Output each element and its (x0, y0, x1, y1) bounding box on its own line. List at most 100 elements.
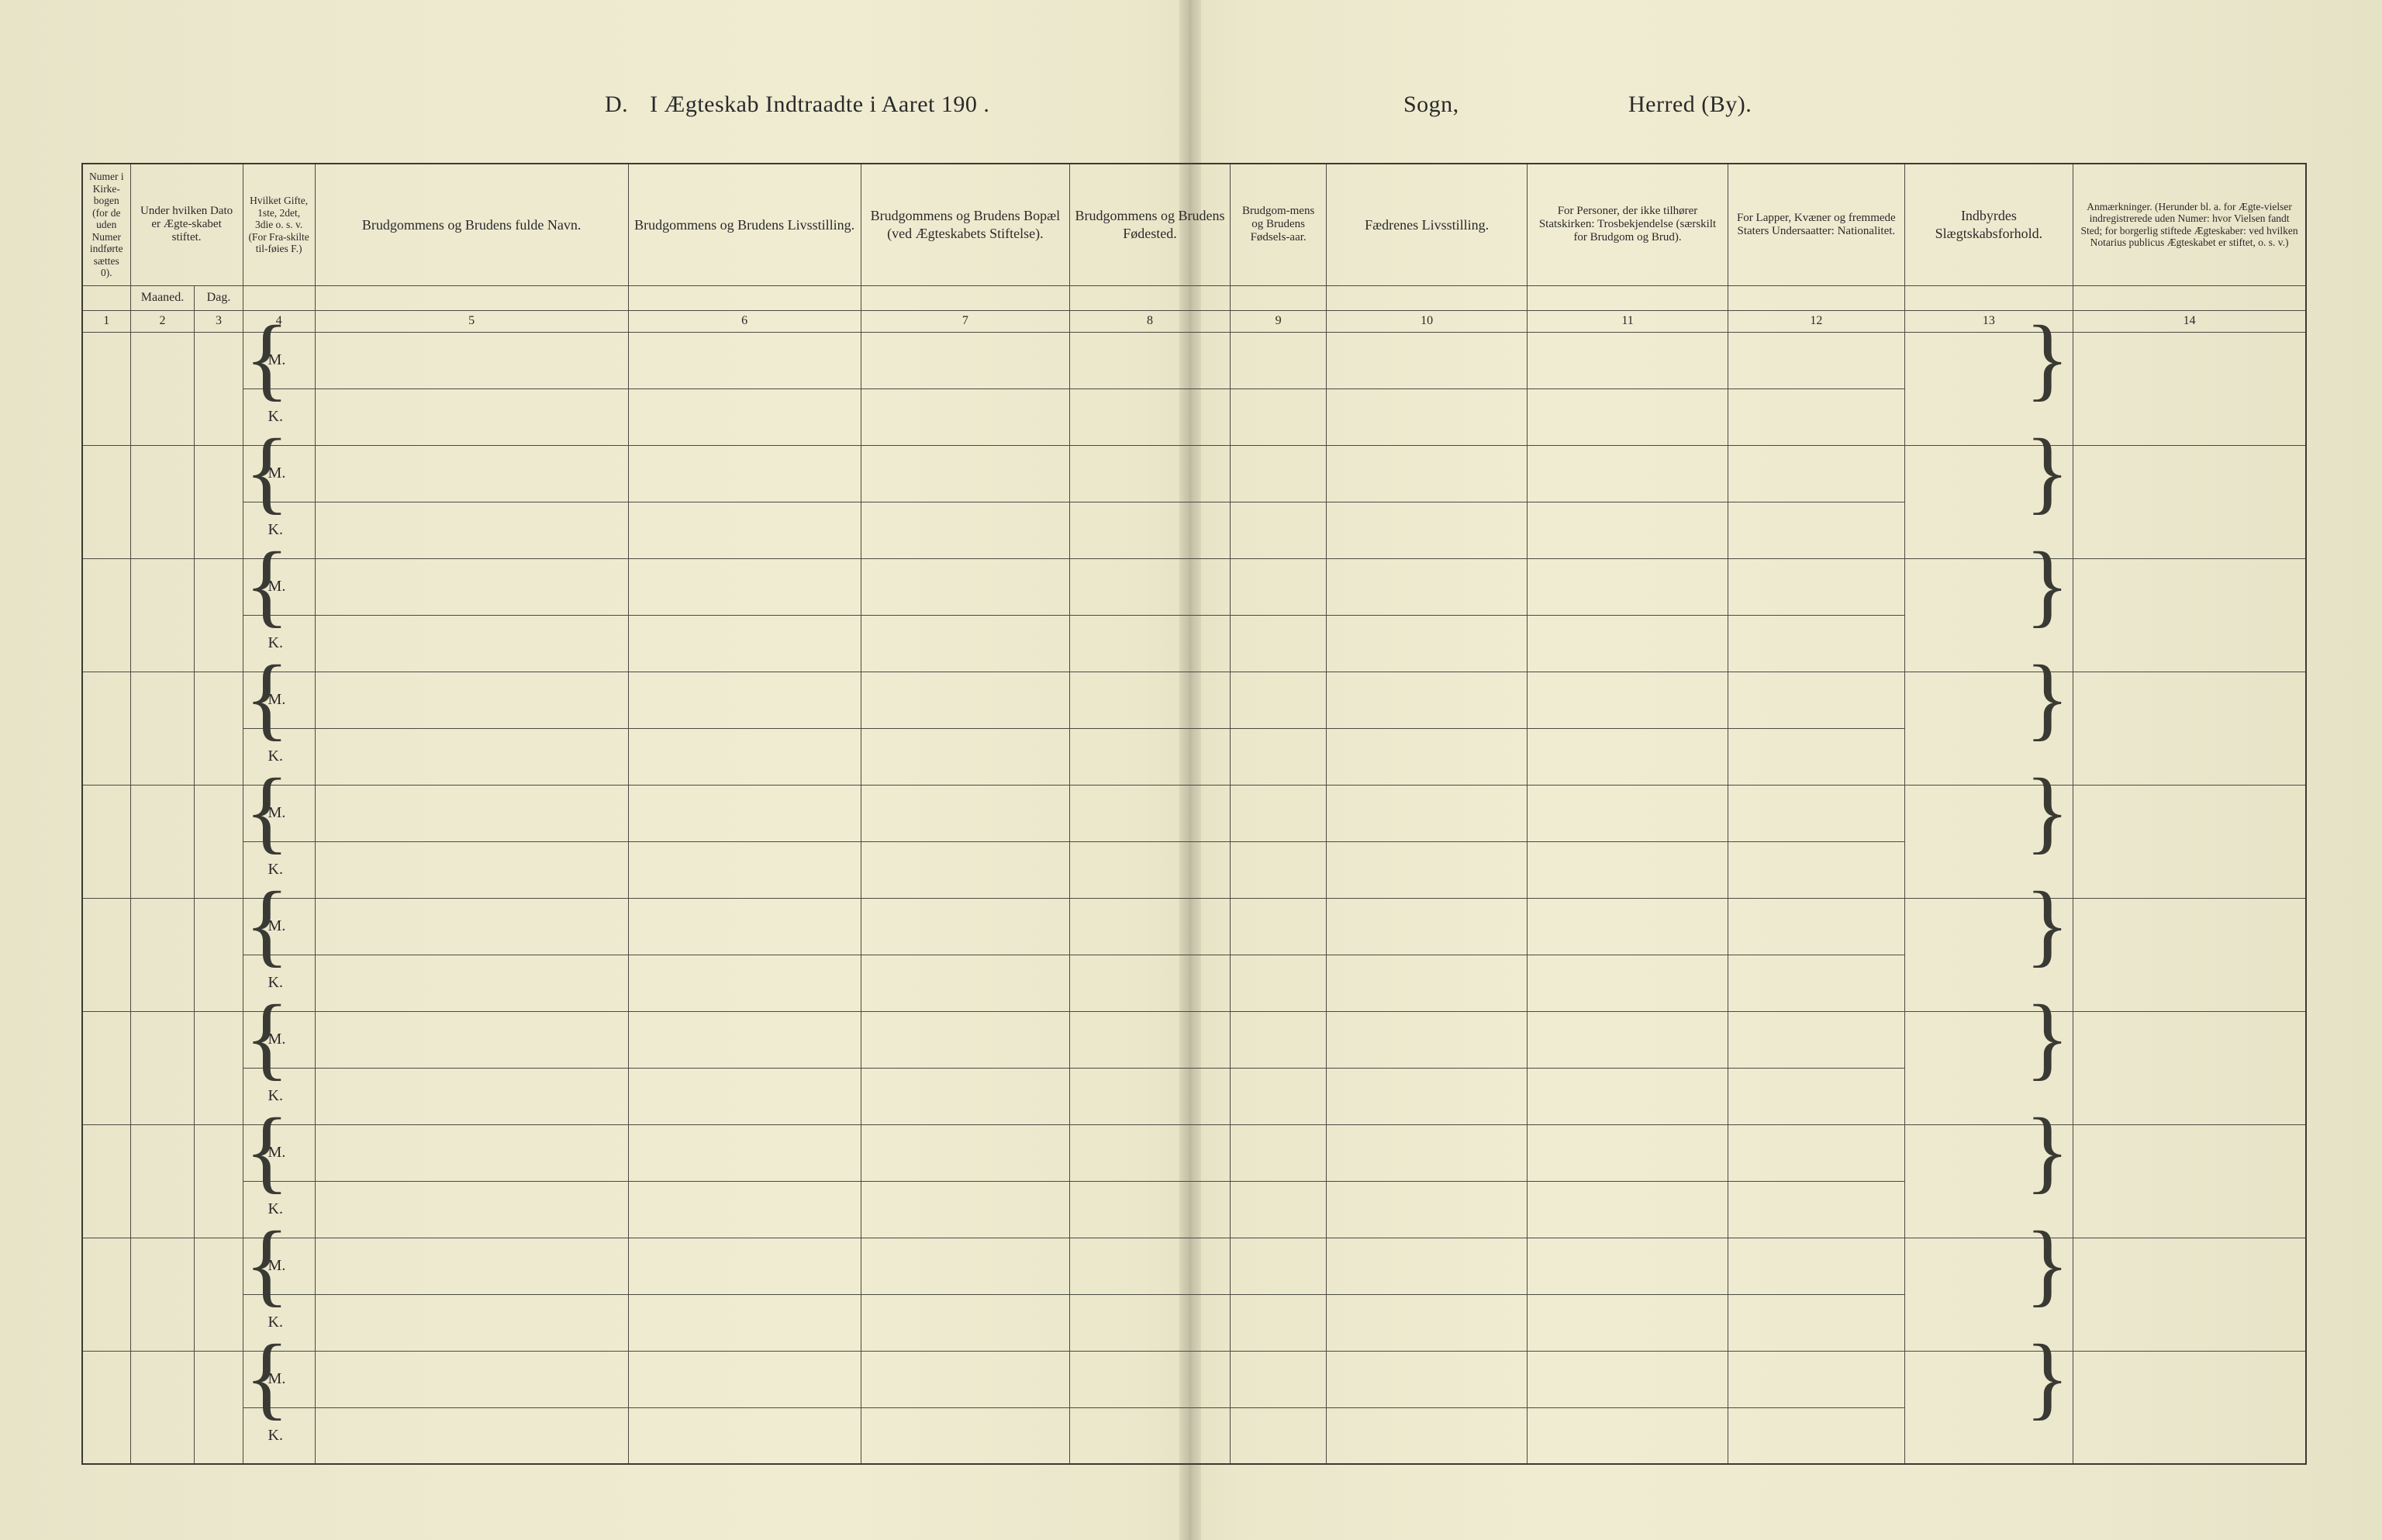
col-num-2: 2 (130, 310, 195, 332)
cell-relation: } (1904, 1238, 2073, 1351)
cell (1728, 898, 1904, 955)
cell (315, 615, 628, 672)
cell-relation: } (1904, 785, 2073, 898)
cell (1327, 1011, 1528, 1068)
cell (1728, 1407, 1904, 1464)
cell (628, 898, 861, 955)
cell-remarks (2073, 898, 2306, 1011)
cell (861, 332, 1069, 388)
mk-label-m: {M. (243, 445, 315, 502)
cell (861, 558, 1069, 615)
cell (1069, 785, 1230, 841)
col-num-3: 3 (195, 310, 243, 332)
col-sub-11 (1528, 285, 1728, 310)
cell (82, 1351, 130, 1464)
cell (1528, 898, 1728, 955)
cell (1528, 955, 1728, 1011)
title-main: I Ægteskab Indtraadte i Aaret 190 (650, 92, 977, 117)
cell (315, 1124, 628, 1181)
cell (1231, 445, 1327, 502)
table-row-m: {M.} (82, 1011, 2306, 1068)
cell (130, 898, 195, 1011)
mk-label-k: K. (243, 502, 315, 558)
cell (315, 502, 628, 558)
cell (628, 1068, 861, 1124)
cell (195, 1011, 243, 1124)
cell (315, 1068, 628, 1124)
cell (1327, 1407, 1528, 1464)
cell (1327, 841, 1528, 898)
cell (1728, 841, 1904, 898)
cell (628, 841, 861, 898)
cell (1327, 558, 1528, 615)
cell (628, 502, 861, 558)
col-num-12: 12 (1728, 310, 1904, 332)
cell (315, 955, 628, 1011)
cell-remarks (2073, 1011, 2306, 1124)
cell (1327, 1294, 1528, 1351)
register-table: Numer i Kirke-bogen (for de uden Numer i… (81, 163, 2307, 1465)
cell (130, 1351, 195, 1464)
cell (1528, 502, 1728, 558)
cell (861, 1238, 1069, 1294)
cell (1327, 955, 1528, 1011)
col-header-4: Hvilket Gifte, 1ste, 2det, 3die o. s. v.… (243, 164, 315, 285)
brace-close-icon: } (2025, 1235, 2070, 1293)
mk-label-m: {M. (243, 1351, 315, 1407)
cell (1528, 558, 1728, 615)
table-row-m: {M.} (82, 672, 2306, 728)
cell-relation: } (1904, 1011, 2073, 1124)
col-header-13: Indbyrdes Slægtskabsforhold. (1904, 164, 2073, 285)
cell (82, 785, 130, 898)
cell (861, 445, 1069, 502)
cell (315, 1407, 628, 1464)
cell (1528, 1294, 1728, 1351)
mk-label-text: K. (254, 1200, 283, 1217)
col-num-1: 1 (82, 310, 130, 332)
cell (861, 1124, 1069, 1181)
cell (1327, 1068, 1528, 1124)
col-sub-8 (1069, 285, 1230, 310)
cell (130, 672, 195, 785)
cell-remarks (2073, 672, 2306, 785)
cell (315, 785, 628, 841)
cell (861, 1407, 1069, 1464)
mk-label-text: K. (254, 634, 283, 651)
cell (1327, 1181, 1528, 1238)
mk-label-k: K. (243, 388, 315, 445)
cell (1528, 1351, 1728, 1407)
cell-relation: } (1904, 558, 2073, 672)
mk-label-m: {M. (243, 332, 315, 388)
cell (1069, 728, 1230, 785)
col-sub-13 (1904, 285, 2073, 310)
cell (1728, 1294, 1904, 1351)
cell (1231, 1407, 1327, 1464)
cell (1231, 1124, 1327, 1181)
col-num-4: 4 (243, 310, 315, 332)
brace-close-icon: } (2025, 556, 2070, 613)
cell (1069, 672, 1230, 728)
cell (1528, 672, 1728, 728)
col-sub-5 (315, 285, 628, 310)
col-num-11: 11 (1528, 310, 1728, 332)
cell (82, 332, 130, 445)
cell (628, 1407, 861, 1464)
col-num-10: 10 (1327, 310, 1528, 332)
cell (1231, 1068, 1327, 1124)
col-header-2-3: Under hvilken Dato er Ægte-skabet stifte… (130, 164, 243, 285)
cell (1231, 898, 1327, 955)
cell (1728, 558, 1904, 615)
col-sub-7 (861, 285, 1069, 310)
cell (82, 445, 130, 558)
cell (315, 672, 628, 728)
cell (195, 445, 243, 558)
cell (1069, 841, 1230, 898)
col-num-14: 14 (2073, 310, 2306, 332)
table-row-m: {M.} (82, 1351, 2306, 1407)
table-row-m: {M.} (82, 445, 2306, 502)
cell-remarks (2073, 1238, 2306, 1351)
brace-close-icon: } (2025, 896, 2070, 953)
cell (195, 785, 243, 898)
cell (628, 1181, 861, 1238)
mk-label-k: K. (243, 1294, 315, 1351)
